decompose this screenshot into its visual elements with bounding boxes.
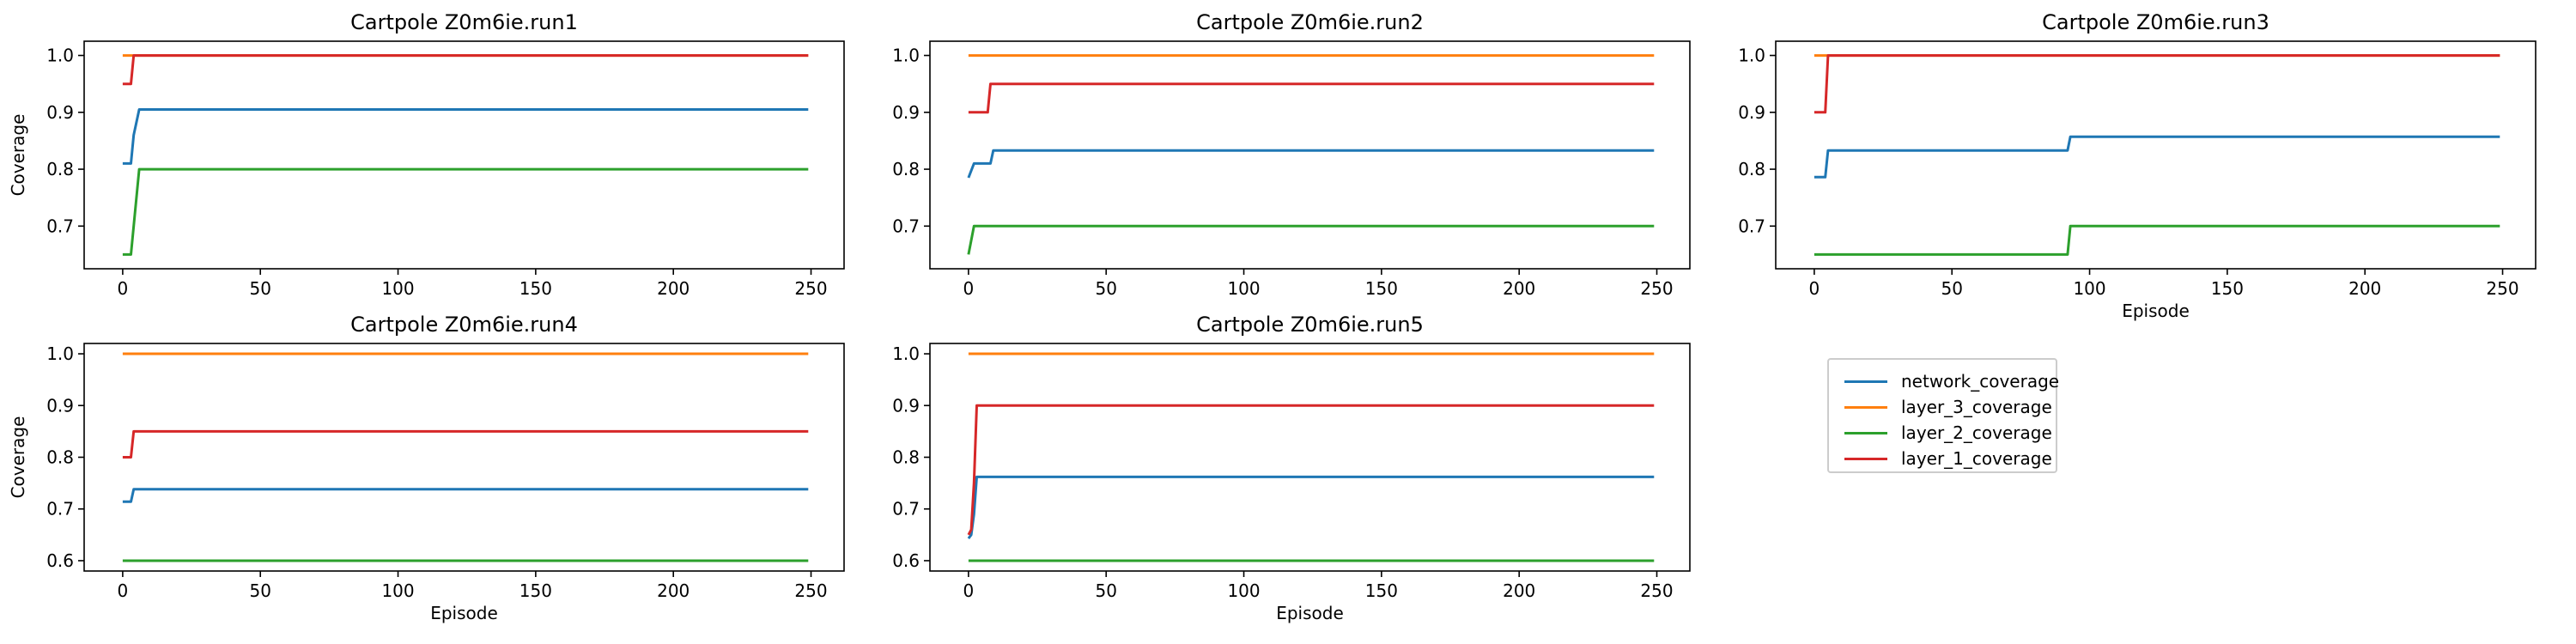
x-tick-label: 100 (2073, 278, 2105, 299)
legend-swatch (1844, 431, 1887, 434)
series-line-network-coverage (1814, 135, 2500, 179)
legend: network_coverage layer_3_coverage layer_… (1827, 358, 2059, 473)
x-tick-label: 50 (249, 278, 270, 299)
x-tick-label: 150 (1365, 580, 1398, 601)
y-tick-label: 0.9 (892, 102, 920, 123)
x-tick-label: 100 (1227, 278, 1260, 299)
chart-panel-2: 0 50 100 150 200 250 0.7 0.8 0.9 1.0 Cartpole Z0m6… (892, 10, 1691, 299)
series-line-network-coverage (122, 488, 809, 503)
x-tick-label: 150 (519, 580, 552, 601)
x-tick-label: 200 (657, 278, 690, 299)
x-tick-label: 0 (1809, 278, 1820, 299)
series-line-network-coverage (967, 149, 1655, 179)
series-line-layer-2-coverage (1814, 224, 2500, 256)
chart-panel-3: 0 50 100 150 200 250 0.7 0.8 0.9 1.0 Cartpole Z0m6… (1738, 10, 2537, 321)
y-tick-label: 0.8 (892, 447, 920, 468)
x-tick-label: 150 (1365, 278, 1398, 299)
legend-label: layer_2_coverage (1901, 422, 2052, 443)
x-tick-label: 0 (963, 580, 975, 601)
y-tick-label: 0.6 (46, 550, 74, 571)
x-tick-label: 200 (2348, 278, 2381, 299)
series-line-layer-2-coverage (967, 224, 1655, 255)
chart-title: Cartpole Z0m6ie.run3 (2042, 10, 2269, 34)
y-tick-label: 0.7 (46, 499, 74, 519)
series-line-layer-1-coverage (968, 82, 1655, 114)
y-tick-label: 0.7 (1738, 216, 1765, 236)
series-line-layer-1-coverage (1814, 54, 2500, 114)
x-tick-label: 250 (1640, 580, 1673, 601)
y-tick-label: 1.0 (1738, 46, 1765, 66)
x-tick-label: 200 (1503, 580, 1535, 601)
legend-label: layer_3_coverage (1901, 397, 2052, 417)
chart-title: Cartpole Z0m6ie.run4 (350, 313, 578, 337)
x-tick-label: 0 (118, 580, 129, 601)
series-line-layer-1-coverage (122, 54, 809, 86)
legend-label: network_coverage (1901, 371, 2060, 392)
y-tick-label: 0.9 (892, 395, 920, 416)
legend-swatch (1844, 380, 1887, 383)
y-tick-label: 0.8 (1738, 159, 1765, 179)
legend-item-layer-2-coverage: layer_2_coverage (1844, 420, 2052, 446)
legend-swatch (1844, 405, 1887, 409)
x-tick-label: 50 (1095, 580, 1116, 601)
series-line-layer-1-coverage (122, 429, 809, 459)
y-tick-label: 0.7 (892, 499, 920, 519)
x-tick-label: 0 (963, 278, 975, 299)
chart-panel-1: 0 50 100 150 200 250 0.7 0.8 0.9 1.0 Cartpole Z0m6… (8, 10, 845, 299)
y-tick-label: 0.6 (892, 550, 920, 571)
x-tick-label: 50 (1095, 278, 1116, 299)
x-tick-label: 250 (794, 580, 827, 601)
y-tick-label: 0.7 (892, 216, 920, 236)
chart-panel-4: 0 50 100 150 200 250 0.6 0.7 0.8 0.9 1.0 Cartpole Z… (8, 313, 845, 623)
x-tick-label: 150 (519, 278, 552, 299)
y-tick-label: 0.9 (46, 102, 74, 123)
x-tick-label: 100 (381, 580, 414, 601)
axes-frame (83, 343, 845, 572)
x-tick-label: 250 (794, 278, 827, 299)
x-tick-label: 200 (657, 580, 690, 601)
legend-item-network-coverage: network_coverage (1844, 368, 2059, 394)
x-tick-label: 100 (381, 278, 414, 299)
x-axis-label: Episode (1276, 603, 1344, 623)
x-axis-label: Episode (2122, 301, 2190, 321)
y-tick-label: 0.7 (46, 216, 74, 236)
x-tick-label: 50 (1941, 278, 1962, 299)
series-line-layer-1-coverage (967, 404, 1655, 536)
chart-title: Cartpole Z0m6ie.run2 (1196, 10, 1424, 34)
series-line-network-coverage (967, 475, 1655, 539)
axes-frame (1775, 40, 2537, 270)
x-tick-label: 50 (249, 580, 270, 601)
x-tick-label: 150 (2211, 278, 2244, 299)
axes-frame (929, 40, 1691, 270)
y-tick-label: 0.9 (46, 395, 74, 416)
x-tick-label: 200 (1503, 278, 1535, 299)
chart-title: Cartpole Z0m6ie.run1 (350, 10, 578, 34)
legend-item-layer-1-coverage: layer_1_coverage (1844, 446, 2052, 471)
series-line-network-coverage (122, 108, 809, 165)
axes-frame (929, 343, 1691, 572)
y-tick-label: 0.8 (46, 447, 74, 468)
y-axis-label: Coverage (8, 416, 28, 499)
x-tick-label: 250 (2486, 278, 2518, 299)
y-tick-label: 1.0 (46, 343, 74, 364)
x-tick-label: 100 (1227, 580, 1260, 601)
y-tick-label: 1.0 (892, 46, 920, 66)
y-tick-label: 1.0 (46, 46, 74, 66)
y-axis-label: Coverage (8, 114, 28, 197)
chart-title: Cartpole Z0m6ie.run5 (1196, 313, 1424, 337)
series-line-layer-2-coverage (122, 167, 809, 256)
axes-frame (83, 40, 845, 270)
x-axis-label: Episode (430, 603, 498, 623)
legend-label: layer_1_coverage (1901, 448, 2052, 469)
legend-swatch (1844, 457, 1887, 460)
y-tick-label: 1.0 (892, 343, 920, 364)
y-tick-label: 0.8 (46, 159, 74, 179)
x-tick-label: 0 (118, 278, 129, 299)
chart-panel-5: 0 50 100 150 200 250 0.6 0.7 0.8 0.9 1.0 Cartpole Z… (892, 313, 1691, 623)
x-tick-label: 250 (1640, 278, 1673, 299)
y-tick-label: 0.9 (1738, 102, 1765, 123)
y-tick-label: 0.8 (892, 159, 920, 179)
legend-item-layer-3-coverage: layer_3_coverage (1844, 394, 2052, 420)
